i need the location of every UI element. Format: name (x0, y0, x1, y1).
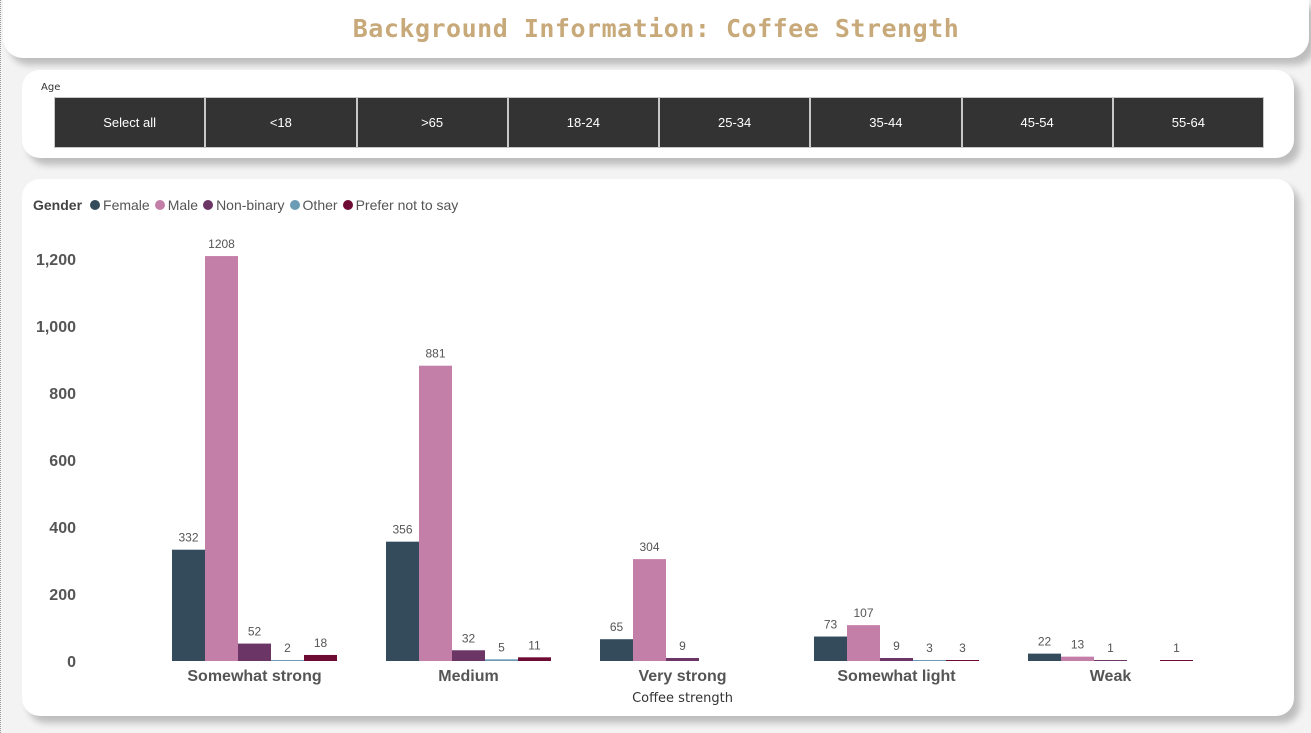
bar-somewhat-strong-female[interactable] (172, 549, 205, 661)
bar-somewhat-strong-other[interactable] (271, 660, 304, 661)
bar-somewhat-strong-prefer-not-to-say[interactable] (304, 654, 337, 661)
legend-item-non-binary[interactable]: Non-binary (203, 197, 285, 213)
legend-swatch-prefer-not-to-say (342, 200, 353, 210)
x-tick-label: Weak (1090, 668, 1132, 685)
bar-medium-male[interactable] (419, 365, 452, 661)
x-axis-title: Coffee strength (632, 691, 733, 706)
x-tick-label: Somewhat strong (187, 668, 321, 685)
legend-title: Gender (33, 197, 83, 213)
data-label: 18 (314, 636, 328, 650)
age-option-select-all[interactable]: Select all (54, 97, 206, 148)
bar-somewhat-light-non-binary[interactable] (880, 657, 913, 661)
bar-weak-female[interactable] (1028, 653, 1061, 661)
data-label: 13 (1071, 638, 1085, 652)
data-label: 304 (639, 540, 659, 554)
legend-item-prefer-not-to-say[interactable]: Prefer not to say (342, 197, 459, 213)
chart-card: 0 200 400 600 800 1,000 1,200 332 1208 52 2 18 Somew… (22, 179, 1294, 716)
data-label: 52 (248, 625, 262, 639)
y-tick-label: 200 (49, 587, 76, 604)
bar-somewhat-light-male[interactable] (847, 625, 880, 661)
data-label: 3 (926, 641, 933, 655)
data-label: 22 (1038, 635, 1052, 649)
x-tick-label: Very strong (638, 668, 726, 685)
data-label: 356 (392, 523, 412, 537)
age-slicer-label: Age (41, 82, 61, 93)
legend-swatch-female (90, 200, 101, 210)
title-card: Background Information: Coffee Strength (3, 0, 1309, 58)
data-label: 9 (893, 639, 900, 653)
age-option-under-18[interactable]: <18 (205, 97, 357, 148)
data-label: 107 (853, 606, 873, 620)
age-option-18-24[interactable]: 18-24 (507, 97, 659, 148)
data-label: 32 (462, 631, 476, 645)
legend-swatch-non-binary (203, 200, 214, 210)
legend-item-other[interactable]: Other (289, 197, 338, 213)
bar-somewhat-light-other[interactable] (913, 659, 946, 661)
age-button-row: Select all <18 >65 18-24 25-34 35-44 45-… (54, 97, 1264, 148)
bar-medium-female[interactable] (386, 541, 419, 661)
y-tick-label: 600 (49, 453, 76, 470)
data-label: 1 (1107, 641, 1114, 655)
data-label: 332 (178, 531, 198, 545)
legend-swatch-male (154, 200, 165, 210)
bar-weak-prefer-not-to-say[interactable] (1160, 660, 1193, 661)
y-tick-label: 800 (49, 386, 76, 403)
data-label: 2 (284, 641, 291, 655)
legend-label-male: Male (167, 197, 199, 213)
y-tick-label: 1,000 (36, 319, 76, 336)
data-label: 65 (610, 620, 624, 634)
bar-medium-prefer-not-to-say[interactable] (518, 657, 551, 661)
age-option-25-34[interactable]: 25-34 (659, 97, 811, 148)
bar-somewhat-strong-male[interactable] (205, 256, 238, 661)
legend-label-other: Other (302, 197, 338, 213)
legend-item-male[interactable]: Male (154, 197, 199, 213)
bar-weak-non-binary[interactable] (1094, 660, 1127, 661)
x-tick-label: Medium (438, 668, 498, 685)
legend-label-female: Female (103, 197, 150, 213)
bar-very-strong-female[interactable] (600, 639, 633, 661)
page-title: Background Information: Coffee Strength (352, 14, 960, 43)
bar-somewhat-light-female[interactable] (814, 636, 847, 661)
x-tick-label: Somewhat light (837, 668, 956, 685)
data-label: 1208 (208, 237, 235, 251)
legend: Gender Female Male Non-binary Other Prefer n… (33, 197, 463, 213)
y-tick-label: 0 (67, 654, 76, 671)
y-tick-label: 1,200 (36, 252, 76, 269)
age-option-55-64[interactable]: 55-64 (1112, 97, 1264, 148)
bar-somewhat-strong-non-binary[interactable] (238, 643, 271, 661)
data-label: 5 (498, 640, 505, 654)
bar-medium-non-binary[interactable] (452, 650, 485, 661)
data-label: 881 (425, 347, 445, 361)
bar-weak-male[interactable] (1061, 656, 1094, 661)
age-option-45-54[interactable]: 45-54 (961, 97, 1113, 148)
age-option-35-44[interactable]: 35-44 (810, 97, 962, 148)
legend-label-non-binary: Non-binary (216, 197, 285, 213)
bar-very-strong-non-binary[interactable] (666, 657, 699, 661)
data-label: 9 (679, 639, 686, 653)
data-label: 1 (1173, 641, 1180, 655)
bar-very-strong-male[interactable] (633, 559, 666, 661)
bar-somewhat-light-prefer-not-to-say[interactable] (946, 659, 979, 661)
legend-swatch-other (289, 200, 300, 210)
y-tick-label: 400 (49, 520, 76, 537)
bar-medium-other[interactable] (485, 659, 518, 661)
age-option-over-65[interactable]: >65 (356, 97, 508, 148)
legend-label-prefer-not-to-say: Prefer not to say (355, 197, 459, 213)
age-slicer: Age Select all <18 >65 18-24 25-34 35-44… (22, 70, 1294, 158)
data-label: 11 (528, 638, 541, 652)
data-label: 3 (959, 641, 966, 655)
legend-item-female[interactable]: Female (90, 197, 150, 213)
data-label: 73 (824, 618, 838, 632)
